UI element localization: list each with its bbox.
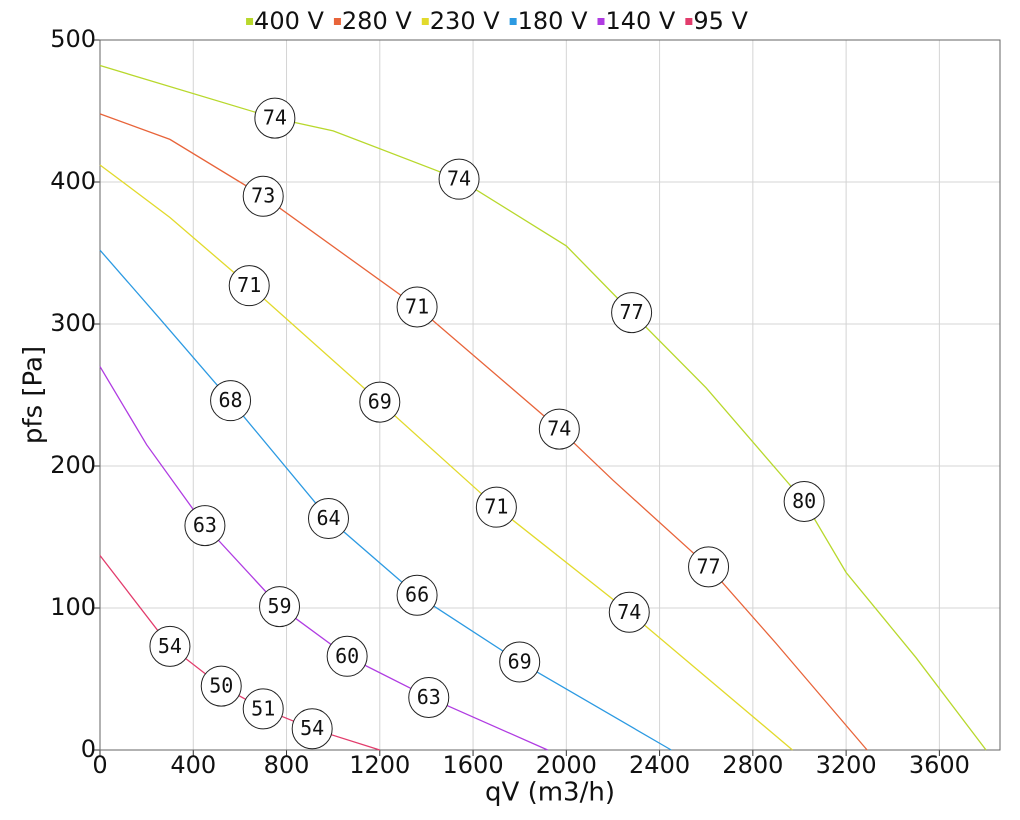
y-tick-label: 400 (50, 167, 96, 195)
annotation-circle (608, 591, 650, 633)
legend-label: 180 V (518, 7, 588, 35)
y-tick-label: 500 (50, 25, 96, 53)
legend-swatch (333, 18, 341, 25)
annotation-label: 59 (267, 594, 291, 618)
annotation-circle (396, 574, 438, 616)
y-tick-label: 100 (50, 593, 96, 621)
annotation-circle (359, 381, 401, 423)
legend-label: 280 V (342, 7, 412, 35)
legend-swatch (246, 18, 254, 25)
annotation-label: 71 (405, 294, 429, 318)
annotation-circle (326, 635, 368, 677)
legend-swatch (597, 18, 605, 25)
y-tick-label: 300 (50, 309, 96, 337)
annotation-label: 74 (263, 106, 287, 130)
x-tick-label: 3200 (816, 751, 877, 779)
annotation-label: 69 (508, 649, 532, 673)
annotation-circle (200, 665, 242, 707)
plot-frame (99, 39, 1001, 751)
x-tick-label: 400 (170, 751, 216, 779)
annotation-circle (259, 586, 301, 628)
annotation-label: 63 (417, 685, 441, 709)
annotation-circle (396, 286, 438, 328)
annotation-circle (499, 641, 541, 683)
annotation-circle (184, 505, 226, 547)
y-tick-label: 200 (50, 451, 96, 479)
annotation-label: 54 (300, 716, 324, 740)
annotation-label: 80 (792, 489, 816, 513)
annotation-label: 54 (158, 634, 182, 658)
annotation-label: 64 (316, 506, 340, 530)
annotation-circle (210, 380, 252, 422)
legend-label: 95 V (693, 7, 748, 35)
annotation-circle (475, 486, 517, 528)
x-tick-label: 1200 (349, 751, 410, 779)
annotation-label: 71 (484, 495, 508, 519)
annotation-label: 68 (219, 388, 243, 412)
annotation-circle (688, 546, 730, 588)
annotation-label: 66 (405, 583, 429, 607)
x-tick-label: 2000 (536, 751, 597, 779)
annotation-circle (408, 676, 450, 718)
annotation-circle (783, 481, 825, 522)
annotation-circle (538, 408, 580, 450)
y-tick-label: 0 (81, 735, 96, 763)
legend-swatch (421, 18, 429, 25)
x-tick-label: 3600 (909, 751, 970, 779)
annotation-circle (228, 265, 270, 307)
annotation-circle (291, 708, 333, 750)
annotation-label: 51 (251, 696, 275, 720)
x-axis-label: qV (m3/h) (485, 778, 615, 808)
annotation-label: 77 (620, 300, 644, 324)
annotation-circle (254, 97, 296, 139)
annotation-label: 77 (697, 554, 721, 578)
annotation-label: 74 (447, 167, 471, 191)
annotation-label: 60 (335, 644, 359, 668)
series-line (99, 366, 548, 751)
annotation-label: 50 (209, 674, 233, 698)
annotation-label: 71 (237, 273, 261, 297)
legend: 400 V 280 V 230 V 180 V 140 V 95 V (246, 7, 749, 35)
annotation-circle (149, 625, 191, 667)
legend-label: 400 V (254, 7, 324, 35)
x-tick-label: 2800 (722, 751, 783, 779)
annotation-label: 63 (193, 513, 217, 537)
annotation-label: 74 (617, 600, 641, 624)
y-axis-label: pfs [Pa] (19, 346, 49, 444)
legend-swatch (685, 18, 693, 25)
annotation-label: 74 (547, 417, 571, 441)
x-tick-label: 2400 (629, 751, 690, 779)
series-line (99, 113, 868, 751)
annotation-circle (307, 498, 349, 540)
x-tick-label: 800 (264, 751, 310, 779)
annotation-circle (438, 158, 480, 200)
annotation-label: 69 (368, 390, 392, 414)
annotation-circle (611, 292, 653, 334)
annotation-circle (242, 688, 284, 730)
x-tick-label: 1600 (443, 751, 504, 779)
legend-swatch (509, 18, 517, 25)
legend-label: 140 V (605, 7, 675, 35)
legend-label: 230 V (430, 7, 500, 35)
series-line (99, 164, 793, 751)
x-tick-label: 0 (92, 751, 107, 779)
annotation-label: 73 (251, 184, 275, 208)
annotation-circle (242, 175, 284, 217)
